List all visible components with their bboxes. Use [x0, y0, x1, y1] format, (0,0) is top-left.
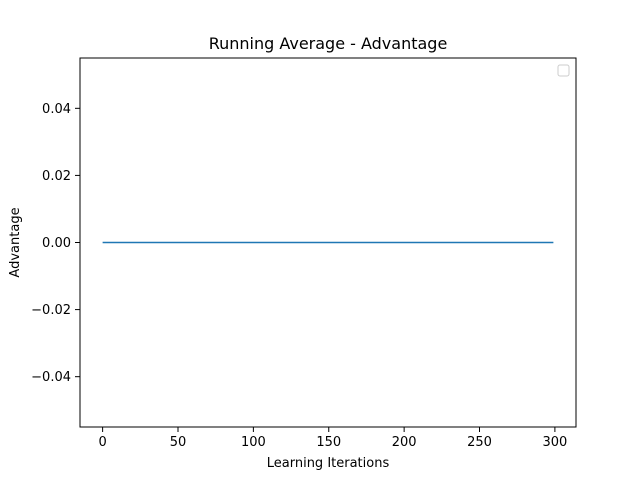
y-tick-label: −0.04 — [31, 370, 71, 385]
plot-frame — [79, 57, 577, 428]
y-tick-label: 0.02 — [42, 169, 71, 184]
chart-title: Running Average - Advantage — [209, 34, 448, 53]
x-tick-label: 50 — [170, 435, 187, 450]
y-tick-label: 0.00 — [42, 236, 71, 251]
x-tick-label: 200 — [392, 435, 417, 450]
x-tick-label: 100 — [241, 435, 266, 450]
axis-ticks: 0 50 100 150 200 250 300 −0.04 −0.02 0.00 0.02 0.04 — [31, 102, 567, 450]
x-tick-label: 150 — [316, 435, 341, 450]
x-tick-label: 0 — [98, 435, 106, 450]
y-tick-label: 0.04 — [42, 102, 71, 117]
x-tick-label: 250 — [467, 435, 492, 450]
legend-box — [557, 64, 570, 77]
y-axis-label: Advantage — [8, 207, 23, 277]
y-tick-label: −0.02 — [31, 303, 71, 318]
x-axis-label: Learning Iterations — [267, 456, 390, 471]
x-tick-label: 300 — [542, 435, 567, 450]
